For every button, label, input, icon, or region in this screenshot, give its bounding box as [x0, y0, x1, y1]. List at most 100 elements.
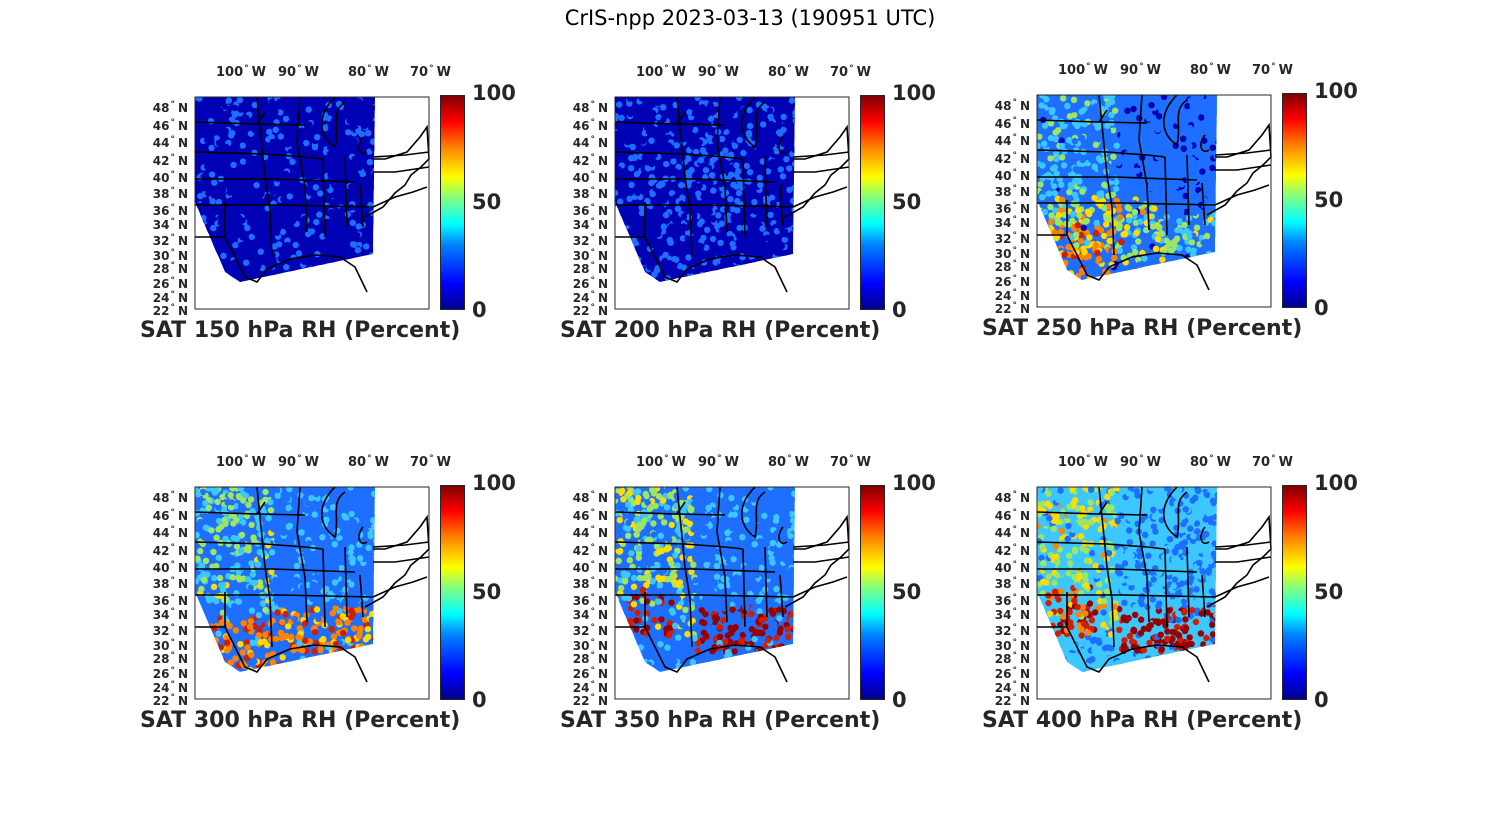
rh-footprint [1069, 211, 1076, 218]
rh-footprint [348, 666, 355, 672]
lon-tick-label: 70° W [1252, 62, 1293, 78]
rh-footprint [619, 235, 626, 242]
colorbar-tick-label: 100 [892, 81, 936, 105]
rh-footprint [1037, 212, 1042, 219]
rh-footprint [1077, 237, 1085, 245]
rh-footprint [241, 101, 248, 108]
rh-footprint [1125, 237, 1133, 244]
rh-footprint [290, 197, 297, 205]
rh-footprint [1155, 263, 1162, 271]
rh-footprint [674, 595, 681, 602]
rh-footprint [735, 168, 742, 175]
colorbar [1282, 93, 1307, 308]
rh-footprint [286, 193, 293, 200]
rh-footprint [243, 114, 250, 122]
rh-footprint [1080, 224, 1087, 231]
rh-footprint [706, 662, 713, 669]
rh-footprint [202, 500, 209, 507]
rh-footprint [618, 114, 625, 122]
rh-footprint [329, 266, 337, 273]
rh-footprint [787, 180, 794, 187]
rh-footprint [248, 560, 255, 567]
rh-footprint [1107, 145, 1114, 152]
rh-footprint [685, 667, 692, 672]
rh-footprint [656, 581, 664, 589]
rh-footprint [620, 237, 628, 245]
rh-footprint [332, 128, 339, 135]
rh-footprint [682, 526, 689, 533]
rh-footprint [335, 211, 343, 218]
rh-footprint [1112, 185, 1120, 192]
rh-footprint [1143, 226, 1150, 234]
rh-panel-400: 100° W 90° W 80° W 70° W 48° N 46° N 44° N 42° N 40° N 38°… [982, 450, 1402, 750]
rh-footprint [621, 183, 628, 190]
rh-footprint [774, 554, 782, 561]
rh-footprint [209, 189, 216, 196]
rh-footprint [675, 618, 682, 625]
rh-footprint [711, 661, 719, 669]
rh-footprint [729, 500, 737, 508]
rh-footprint [366, 166, 373, 173]
rh-footprint [266, 110, 273, 117]
rh-footprint [724, 581, 732, 589]
rh-footprint [1041, 208, 1049, 216]
rh-footprint [690, 561, 697, 568]
rh-footprint [285, 623, 292, 630]
rh-footprint [306, 274, 313, 281]
lat-tick-label: 42° N [152, 543, 188, 558]
rh-footprint [197, 547, 204, 555]
rh-footprint [617, 577, 624, 584]
rh-footprint [773, 585, 780, 593]
rh-footprint [348, 614, 355, 621]
rh-footprint [793, 197, 795, 205]
rh-footprint [1155, 276, 1163, 280]
rh-footprint [664, 487, 671, 494]
rh-footprint [1043, 96, 1050, 103]
rh-footprint [218, 619, 225, 626]
colorbar-tick-label: 50 [472, 580, 502, 604]
rh-footprint [371, 175, 375, 182]
rh-footprint [643, 273, 650, 280]
rh-footprint [757, 655, 764, 663]
rh-footprint [643, 492, 650, 500]
rh-footprint [660, 497, 667, 504]
rh-footprint [777, 153, 784, 160]
rh-footprint [663, 639, 670, 646]
rh-footprint [757, 629, 764, 637]
rh-footprint [713, 562, 721, 570]
rh-footprint [1079, 188, 1086, 195]
rh-footprint [1191, 660, 1198, 668]
rh-footprint [197, 636, 204, 643]
rh-footprint [762, 623, 769, 630]
rh-footprint [786, 135, 794, 143]
lat-tick-label: 34° N [572, 217, 608, 232]
rh-footprint [207, 244, 214, 251]
rh-footprint [1167, 232, 1174, 239]
colorbar [440, 95, 465, 310]
map-plot [1036, 486, 1272, 700]
rh-footprint [660, 223, 668, 230]
rh-footprint [783, 550, 791, 558]
rh-footprint [628, 259, 635, 266]
rh-footprint [1038, 250, 1046, 257]
rh-footprint [790, 277, 795, 282]
rh-footprint [616, 140, 623, 147]
rh-footprint [1166, 150, 1173, 158]
rh-footprint [294, 281, 302, 282]
lat-tick-label: 24° N [572, 680, 608, 695]
rh-footprint [786, 165, 793, 172]
rh-footprint [1078, 231, 1085, 239]
rh-footprint [373, 253, 375, 261]
rh-footprint [725, 540, 733, 547]
rh-footprint [1061, 579, 1069, 587]
rh-footprint [1087, 266, 1094, 273]
rh-footprint [357, 178, 365, 185]
rh-footprint [680, 223, 687, 230]
rh-footprint [304, 500, 312, 507]
rh-footprint [643, 582, 650, 589]
rh-footprint [347, 114, 355, 121]
lat-tick-label: 30° N [152, 638, 188, 653]
map-plot [614, 96, 850, 310]
rh-footprint [1054, 267, 1062, 274]
lat-tick-label: 28° N [994, 259, 1030, 274]
